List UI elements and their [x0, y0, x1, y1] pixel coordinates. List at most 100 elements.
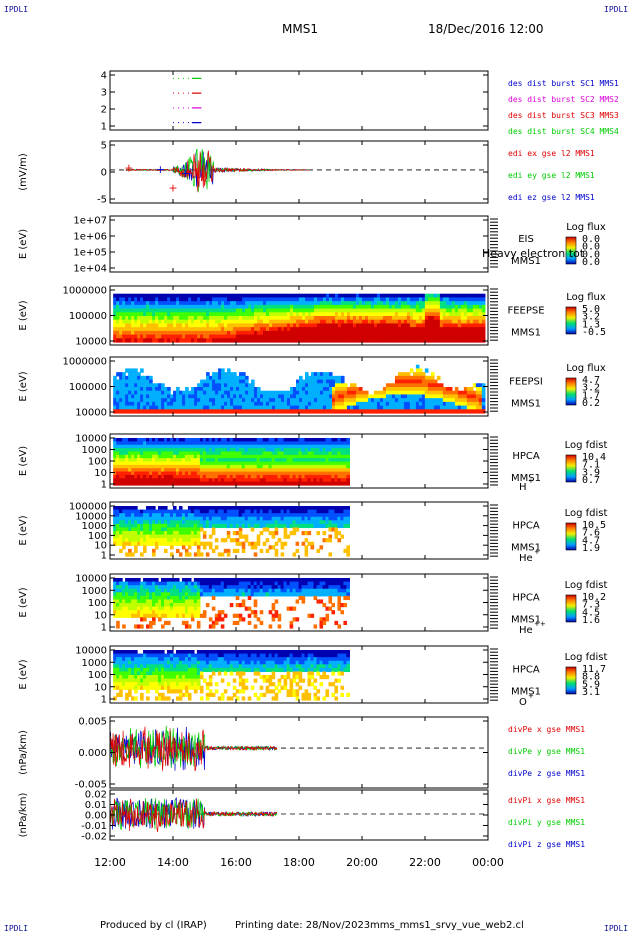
heatmap-cell — [181, 531, 186, 536]
heatmap-cell — [160, 578, 165, 583]
heatmap-cell — [137, 448, 141, 453]
heatmap-cell — [343, 513, 348, 518]
heatmap-cell — [319, 474, 324, 479]
heatmap-cell — [188, 297, 192, 302]
heatmap-cell — [128, 527, 132, 532]
heatmap-cell — [134, 383, 138, 388]
heatmap-cell — [445, 316, 450, 321]
heatmap-cell — [227, 319, 231, 325]
heatmap-cell — [424, 297, 429, 302]
heatmap-cell — [409, 323, 414, 328]
heatmap-cell — [451, 316, 456, 321]
heatmap-cell — [280, 451, 285, 456]
heatmap-cell — [146, 390, 150, 396]
heatmap-cell — [116, 509, 120, 514]
heatmap-cell — [364, 297, 369, 302]
heatmap-cell — [403, 383, 408, 388]
heatmap-cell — [152, 301, 156, 306]
heatmap-cell — [232, 531, 237, 536]
heatmap-cell — [146, 541, 150, 546]
heatmap-cell — [119, 610, 123, 615]
heatmap-cell — [418, 409, 423, 414]
heatmap-cell — [376, 334, 381, 339]
heatmap-cell — [472, 383, 477, 388]
heatmap-cell — [199, 481, 204, 486]
heatmap-cell — [454, 293, 459, 299]
heatmap-cell — [463, 327, 468, 332]
heatmap-cell — [293, 334, 297, 339]
heatmap-cell — [400, 293, 405, 299]
heatmap-cell — [131, 319, 135, 325]
heatmap-cell — [346, 513, 350, 518]
heatmap-cell — [158, 581, 162, 586]
heatmap-cell — [248, 319, 252, 325]
heatmap-cell — [173, 334, 177, 339]
heatmap-cell — [119, 516, 123, 521]
heatmap-cell — [322, 405, 327, 410]
heatmap-cell — [424, 390, 429, 396]
heatmap-cell — [301, 506, 306, 511]
heatmap-cell — [361, 301, 366, 306]
heatmap-cell — [361, 312, 366, 317]
heatmap-cell — [358, 301, 363, 306]
heatmap-cell — [451, 334, 456, 339]
heatmap-cell — [352, 308, 357, 313]
heatmap-cell — [205, 592, 210, 597]
heatmap-cell — [418, 304, 423, 310]
heatmap-cell — [152, 468, 156, 473]
heatmap-cell — [131, 330, 135, 336]
heatmap-cell — [128, 474, 132, 479]
heatmap-cell — [259, 516, 264, 521]
heatmap-cell — [281, 327, 285, 332]
heatmap-cell — [184, 471, 189, 476]
heatmap-cell — [163, 506, 168, 511]
heatmap-cell — [394, 319, 399, 325]
heatmap-cell — [140, 398, 144, 403]
heatmap-cell — [281, 409, 285, 414]
heatmap-cell — [275, 405, 279, 410]
heatmap-cell — [256, 468, 261, 473]
heatmap-cell — [415, 379, 420, 384]
heatmap-cell — [175, 592, 180, 597]
heatmap-cell — [316, 319, 321, 325]
heatmap-cell — [146, 319, 150, 325]
heatmap-cell — [239, 330, 243, 336]
heatmap-cell — [265, 520, 270, 525]
heatmap-cell — [412, 304, 417, 310]
heatmap-cell — [232, 516, 237, 521]
heatmap-cell — [349, 409, 354, 414]
heatmap-cell — [286, 474, 291, 479]
heatmap-cell — [230, 387, 234, 392]
heatmap-cell — [481, 338, 486, 343]
heatmap-cell — [140, 409, 144, 414]
heatmap-cell — [158, 464, 162, 469]
heatmap-cell — [442, 405, 447, 410]
heatmap-cell — [158, 527, 162, 532]
heatmap-cell — [188, 319, 192, 325]
heatmap-cell — [178, 606, 183, 611]
heatmap-cell — [128, 588, 132, 593]
heatmap-cell — [331, 451, 336, 456]
heatmap-cell — [241, 481, 246, 486]
heatmap-cell — [307, 468, 312, 473]
heatmap-cell — [454, 319, 459, 325]
heatmap-cell — [259, 513, 264, 518]
heatmap-cell — [442, 394, 447, 399]
heatmap-cell — [175, 578, 180, 583]
heatmap-cell — [316, 454, 321, 459]
heatmap-cell — [229, 603, 234, 608]
heatmap-cell — [310, 323, 315, 328]
heatmap-cell — [131, 394, 135, 399]
heatmap-cell — [152, 606, 156, 611]
heatmap-cell — [226, 438, 231, 442]
heatmap-cell — [134, 610, 138, 615]
heatmap-cell — [352, 334, 357, 339]
heatmap-cell — [146, 338, 150, 343]
heatmap-cell — [322, 383, 327, 388]
heatmap-cell — [220, 552, 225, 557]
heatmap-cell — [152, 541, 156, 546]
heatmap-cell — [160, 464, 165, 469]
heatmap-cell — [286, 523, 291, 529]
heatmap-cell — [158, 531, 162, 536]
heatmap-cell — [271, 471, 276, 476]
